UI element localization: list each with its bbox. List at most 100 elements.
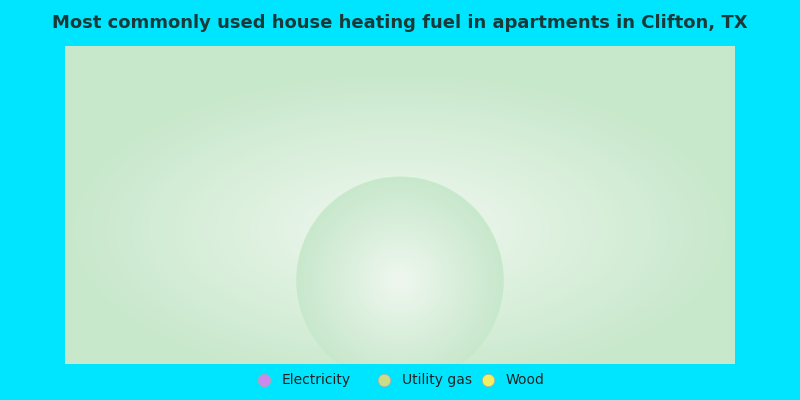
Circle shape xyxy=(390,270,410,291)
Ellipse shape xyxy=(266,166,534,294)
Ellipse shape xyxy=(98,87,702,373)
Circle shape xyxy=(321,201,479,360)
Ellipse shape xyxy=(124,99,676,361)
Ellipse shape xyxy=(394,228,406,233)
Ellipse shape xyxy=(366,214,434,246)
Ellipse shape xyxy=(182,127,618,334)
Ellipse shape xyxy=(358,210,442,250)
Ellipse shape xyxy=(241,154,559,306)
Ellipse shape xyxy=(222,145,578,315)
Circle shape xyxy=(369,249,431,312)
Ellipse shape xyxy=(250,158,550,302)
Ellipse shape xyxy=(205,137,595,323)
Ellipse shape xyxy=(238,153,562,307)
Text: Electricity: Electricity xyxy=(282,373,350,387)
Circle shape xyxy=(296,176,504,384)
Ellipse shape xyxy=(255,161,545,299)
Ellipse shape xyxy=(278,172,522,288)
Ellipse shape xyxy=(107,91,693,369)
Ellipse shape xyxy=(305,185,495,275)
Ellipse shape xyxy=(194,132,606,328)
Ellipse shape xyxy=(289,177,511,283)
Ellipse shape xyxy=(87,82,713,378)
Ellipse shape xyxy=(199,135,601,326)
Ellipse shape xyxy=(294,180,506,280)
Ellipse shape xyxy=(216,143,584,318)
Ellipse shape xyxy=(355,209,445,251)
Ellipse shape xyxy=(66,71,734,389)
Ellipse shape xyxy=(149,111,651,349)
Circle shape xyxy=(306,187,494,374)
Circle shape xyxy=(348,228,452,332)
Wedge shape xyxy=(0,280,800,400)
Ellipse shape xyxy=(342,202,458,258)
Ellipse shape xyxy=(207,139,593,322)
Ellipse shape xyxy=(325,194,475,266)
Ellipse shape xyxy=(74,75,726,385)
Ellipse shape xyxy=(199,135,601,326)
Wedge shape xyxy=(233,113,426,280)
Circle shape xyxy=(303,184,497,377)
Ellipse shape xyxy=(182,127,618,334)
Ellipse shape xyxy=(66,71,734,389)
Circle shape xyxy=(324,204,476,356)
Circle shape xyxy=(362,242,438,318)
Ellipse shape xyxy=(338,201,462,259)
Ellipse shape xyxy=(383,222,417,238)
Ellipse shape xyxy=(115,95,685,365)
Circle shape xyxy=(366,246,434,315)
Ellipse shape xyxy=(291,178,509,282)
Ellipse shape xyxy=(350,206,450,254)
Circle shape xyxy=(376,256,424,304)
Text: Utility gas: Utility gas xyxy=(402,373,472,387)
Ellipse shape xyxy=(98,87,702,373)
Circle shape xyxy=(310,190,490,370)
Ellipse shape xyxy=(233,151,567,310)
Ellipse shape xyxy=(77,76,723,384)
Ellipse shape xyxy=(299,182,501,278)
Wedge shape xyxy=(416,115,567,274)
Ellipse shape xyxy=(333,198,467,262)
Ellipse shape xyxy=(375,218,425,242)
Ellipse shape xyxy=(274,170,526,290)
Circle shape xyxy=(345,225,455,336)
Ellipse shape xyxy=(378,220,422,241)
Ellipse shape xyxy=(132,103,668,357)
Ellipse shape xyxy=(283,174,517,286)
Text: Most commonly used house heating fuel in apartments in Clifton, TX: Most commonly used house heating fuel in… xyxy=(52,14,748,32)
Ellipse shape xyxy=(322,193,478,267)
Circle shape xyxy=(314,194,486,367)
Ellipse shape xyxy=(316,190,484,270)
Ellipse shape xyxy=(82,79,718,381)
Ellipse shape xyxy=(266,166,534,294)
Circle shape xyxy=(382,263,418,298)
Circle shape xyxy=(341,222,459,339)
Ellipse shape xyxy=(188,130,612,331)
Ellipse shape xyxy=(227,148,573,312)
Circle shape xyxy=(300,180,500,381)
Circle shape xyxy=(393,273,407,287)
Ellipse shape xyxy=(190,131,610,330)
Ellipse shape xyxy=(121,98,679,363)
Circle shape xyxy=(351,232,449,329)
Ellipse shape xyxy=(308,186,492,274)
Text: Wood: Wood xyxy=(506,373,545,387)
Circle shape xyxy=(334,214,466,346)
Ellipse shape xyxy=(350,206,450,254)
Ellipse shape xyxy=(216,143,584,318)
Ellipse shape xyxy=(138,106,662,355)
Ellipse shape xyxy=(261,164,539,296)
Ellipse shape xyxy=(316,190,484,270)
Ellipse shape xyxy=(132,103,668,357)
Circle shape xyxy=(317,197,483,363)
Ellipse shape xyxy=(154,114,646,347)
Circle shape xyxy=(372,253,428,308)
Ellipse shape xyxy=(244,156,556,304)
Ellipse shape xyxy=(258,162,542,298)
Ellipse shape xyxy=(366,214,434,246)
Ellipse shape xyxy=(310,188,490,272)
Ellipse shape xyxy=(333,198,467,262)
Circle shape xyxy=(386,266,414,294)
Ellipse shape xyxy=(141,107,659,353)
Circle shape xyxy=(331,211,469,350)
